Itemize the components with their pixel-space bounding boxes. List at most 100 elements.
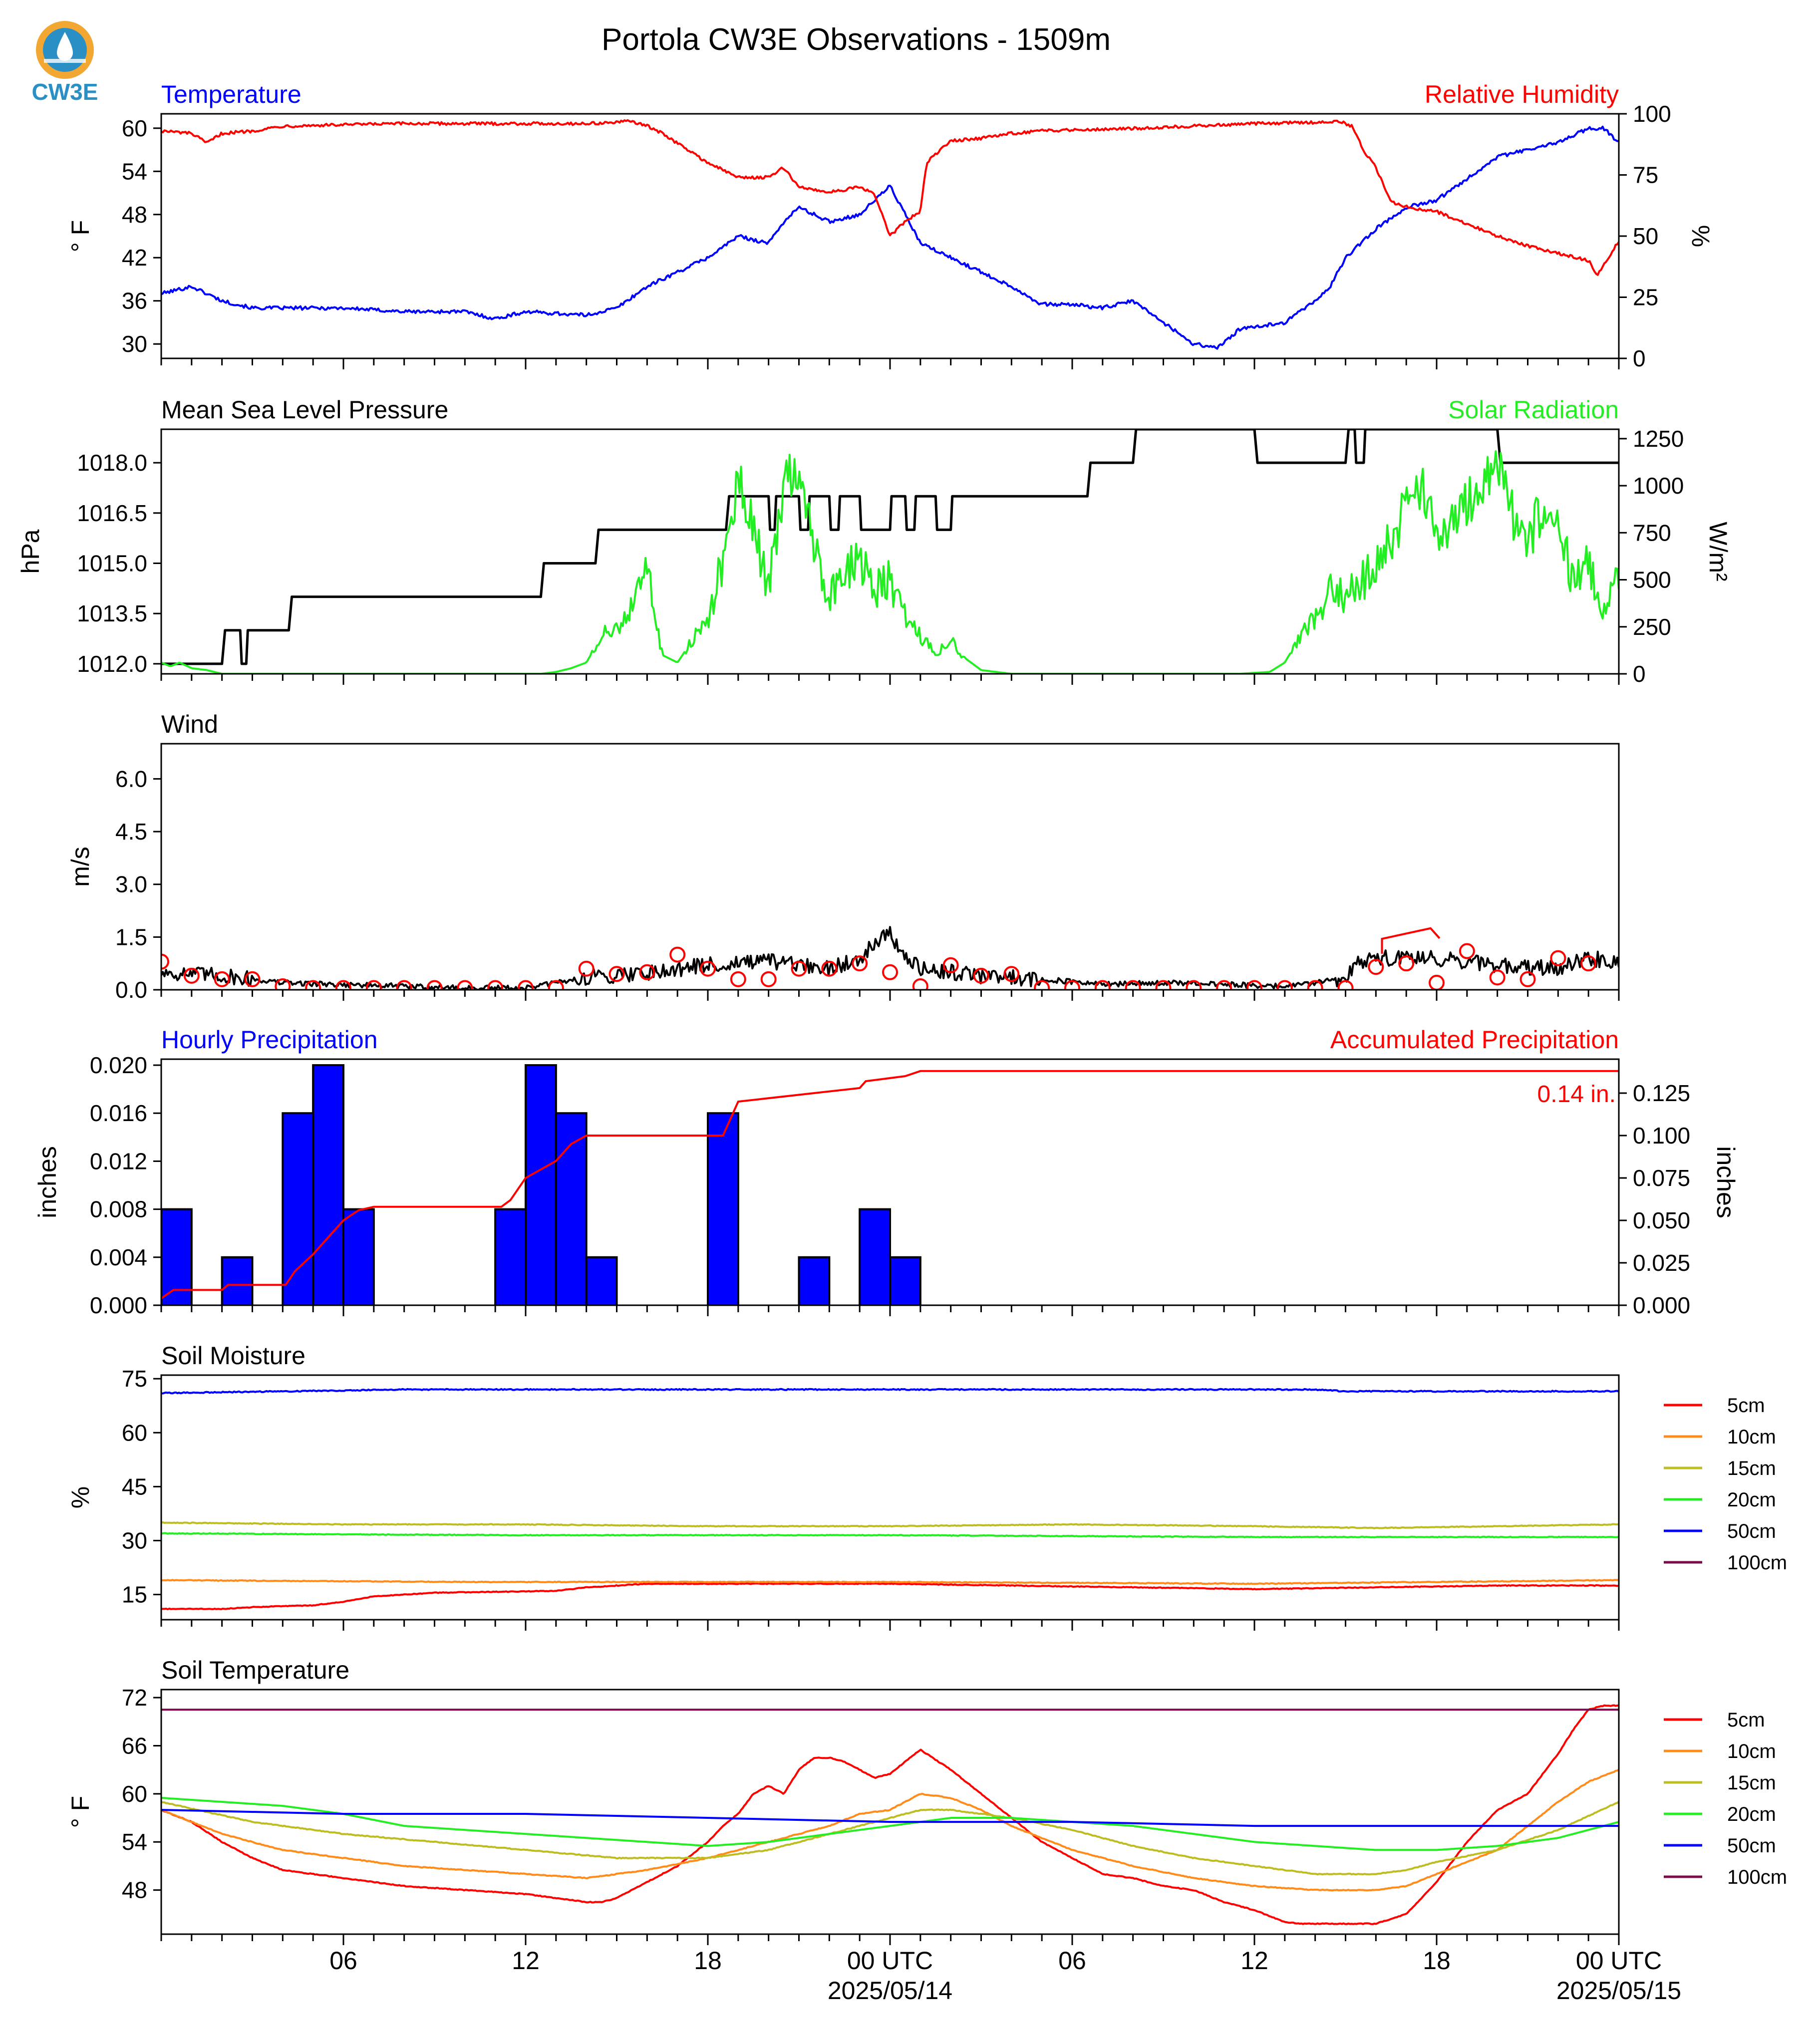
ytick-label-right: 0.000	[1633, 1292, 1690, 1318]
legend-entry: 50cm	[1727, 1520, 1776, 1542]
ytick-label-right: 100	[1633, 101, 1671, 127]
series-line	[161, 1809, 1619, 1827]
ytick-label-right: 0.125	[1633, 1080, 1690, 1106]
gust-marker	[1550, 950, 1566, 966]
ytick-label-right: 0.075	[1633, 1165, 1690, 1191]
ytick-label-left: 72	[122, 1685, 147, 1711]
ytick-label-left: 0.0	[115, 977, 147, 1003]
time-tick-label: 18	[1423, 1947, 1451, 1975]
ylabel-left: ° F	[66, 1796, 94, 1828]
ytick-label-right: 250	[1633, 614, 1671, 640]
gust-marker	[1186, 980, 1202, 990]
gust-marker	[1034, 980, 1050, 990]
plot-area	[161, 119, 1619, 350]
time-tick-label: 12	[512, 1947, 540, 1975]
ytick-label-left: 0.020	[90, 1052, 147, 1078]
ytick-label-left: 15	[122, 1582, 147, 1608]
series-line	[161, 1704, 1619, 1925]
gust-marker	[183, 967, 200, 984]
gust-marker	[1459, 943, 1475, 959]
time-date-label: 2025/05/15	[1556, 1977, 1681, 2005]
plot-area	[161, 1388, 1619, 1611]
ytick-label-left: 60	[122, 115, 147, 141]
ytick-label-right: 0.100	[1633, 1123, 1690, 1149]
figure-title: Portola CW3E Observations - 1509m	[602, 22, 1111, 57]
legend-entry: 5cm	[1727, 1395, 1765, 1417]
ytick-label-left: 0.004	[90, 1244, 147, 1270]
ytick-label-left: 60	[122, 1420, 147, 1446]
accum-precip-line	[161, 1070, 1619, 1300]
gust-marker	[791, 960, 807, 977]
gust-marker	[1398, 955, 1415, 972]
legend-entry: 10cm	[1727, 1426, 1776, 1448]
ytick-label-right: 750	[1633, 520, 1671, 546]
ytick-label-left: 30	[122, 331, 147, 357]
ytick-label-left: 0.016	[90, 1100, 147, 1126]
precip-bar	[221, 1256, 254, 1305]
gust-marker	[578, 960, 595, 977]
series-line	[161, 1582, 1619, 1611]
gust-marker	[214, 971, 230, 987]
gust-marker	[457, 980, 473, 990]
ytick-label-left: 1.5	[115, 924, 147, 950]
ytick-label-left: 4.5	[115, 819, 147, 845]
panel-frame	[160, 1058, 1620, 1306]
ytick-label-left: 60	[122, 1781, 147, 1807]
ytick-label-left: 36	[122, 288, 147, 314]
gust-marker	[1246, 980, 1262, 990]
gust-marker	[760, 971, 777, 987]
panel-title-left: Soil Moisture	[161, 1342, 305, 1370]
series-line	[161, 1796, 1619, 1851]
ytick-label-left: 54	[122, 158, 147, 184]
panel-frame	[160, 113, 1620, 359]
legend-entry: 5cm	[1727, 1709, 1765, 1731]
ytick-label-left: 3.0	[115, 871, 147, 897]
ytick-label-left: 1015.0	[77, 550, 147, 576]
legend-entry: 20cm	[1727, 1803, 1776, 1825]
gust-marker	[1003, 966, 1020, 982]
panel-pressure_solar: Mean Sea Level Pressure Solar Radiation 10…	[16, 396, 1732, 687]
series-line	[161, 1532, 1619, 1538]
panel-title-left: Wind	[161, 710, 218, 738]
gust-marker	[639, 964, 655, 980]
time-tick-label: 06	[329, 1947, 357, 1975]
ytick-label-right: 75	[1633, 162, 1658, 188]
panel-title-right: Relative Humidity	[1425, 80, 1619, 108]
gust-marker	[700, 960, 716, 977]
time-tick-label: 00 UTC	[1576, 1947, 1662, 1975]
ytick-label-left: 1018.0	[77, 450, 147, 476]
precip-bar	[342, 1208, 375, 1305]
series-line	[161, 1388, 1619, 1395]
time-date-label: 2025/05/14	[828, 1977, 952, 2005]
ylabel-left: m/s	[66, 847, 94, 887]
ytick-label-right: 500	[1633, 567, 1671, 593]
ytick-label-right: 0.025	[1633, 1250, 1690, 1276]
ylabel-left: ° F	[66, 220, 94, 252]
ytick-label-right: 0	[1633, 345, 1646, 371]
series-line	[161, 450, 1619, 674]
plot-area	[161, 429, 1619, 674]
ytick-label-right: 1250	[1633, 426, 1684, 452]
logo-drop-icon	[57, 32, 73, 61]
ytick-label-right: 0	[1633, 661, 1646, 687]
precip-bar	[889, 1256, 921, 1305]
logo-wave-icon	[44, 59, 86, 63]
ylabel-right: W/m²	[1704, 522, 1732, 581]
gust-marker	[1276, 980, 1293, 990]
ylabel-right: %	[1687, 225, 1715, 247]
gust-marker	[821, 960, 838, 977]
panel-soil_moisture: Soil Moisture 15 30 45 60 75% 5cm 10cm 15cm 20cm 5…	[66, 1342, 1787, 1631]
time-tick-label: 06	[1058, 1947, 1086, 1975]
ytick-label-left: 1012.0	[77, 651, 147, 677]
gust-marker	[1489, 969, 1506, 986]
time-tick-label: 12	[1240, 1947, 1268, 1975]
gust-marker	[335, 980, 351, 990]
ytick-label-left: 54	[122, 1829, 147, 1855]
precip-bar	[494, 1208, 527, 1305]
series-line	[161, 125, 1619, 350]
time-tick-label: 18	[694, 1947, 722, 1975]
plot-area	[161, 926, 1619, 990]
gust-marker	[426, 980, 443, 990]
gust-marker	[1519, 971, 1536, 987]
panel-wind: Wind 0.0 1.5 3.0 4.5 6.0 m/s	[66, 710, 1620, 1003]
